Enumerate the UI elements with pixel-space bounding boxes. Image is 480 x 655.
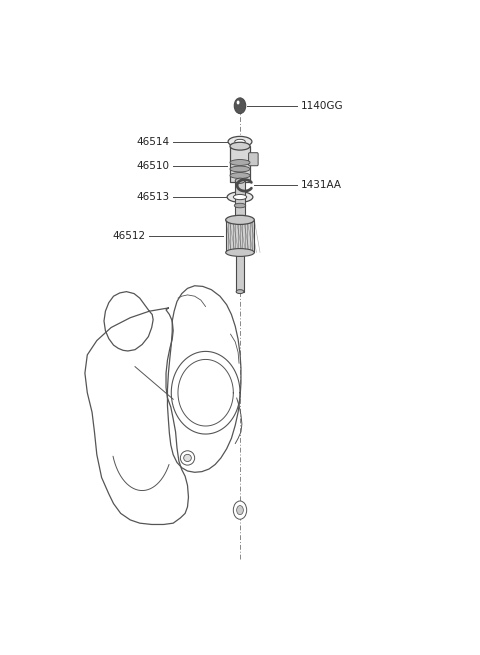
Text: 46514: 46514 bbox=[136, 137, 169, 147]
Ellipse shape bbox=[184, 455, 192, 462]
Ellipse shape bbox=[226, 249, 254, 256]
Text: 1431AA: 1431AA bbox=[301, 180, 342, 191]
FancyBboxPatch shape bbox=[230, 146, 250, 182]
Circle shape bbox=[234, 98, 246, 113]
Text: 46512: 46512 bbox=[112, 231, 145, 241]
FancyBboxPatch shape bbox=[236, 252, 244, 291]
Ellipse shape bbox=[234, 203, 246, 208]
FancyBboxPatch shape bbox=[226, 220, 254, 252]
Ellipse shape bbox=[230, 142, 250, 150]
Ellipse shape bbox=[228, 136, 252, 147]
Circle shape bbox=[237, 100, 240, 104]
Ellipse shape bbox=[233, 195, 247, 200]
Text: 1140GG: 1140GG bbox=[301, 101, 344, 111]
Ellipse shape bbox=[230, 160, 250, 166]
Ellipse shape bbox=[227, 192, 253, 202]
Ellipse shape bbox=[230, 173, 250, 178]
Ellipse shape bbox=[235, 140, 245, 144]
Ellipse shape bbox=[230, 166, 250, 172]
FancyBboxPatch shape bbox=[235, 181, 245, 220]
Ellipse shape bbox=[235, 218, 245, 222]
Ellipse shape bbox=[180, 451, 195, 465]
FancyBboxPatch shape bbox=[249, 153, 258, 166]
Ellipse shape bbox=[226, 215, 254, 225]
Circle shape bbox=[233, 501, 247, 519]
Text: 46510: 46510 bbox=[136, 160, 169, 171]
Circle shape bbox=[237, 506, 243, 515]
Ellipse shape bbox=[236, 290, 244, 293]
Text: 46513: 46513 bbox=[136, 192, 169, 202]
Ellipse shape bbox=[235, 178, 245, 183]
